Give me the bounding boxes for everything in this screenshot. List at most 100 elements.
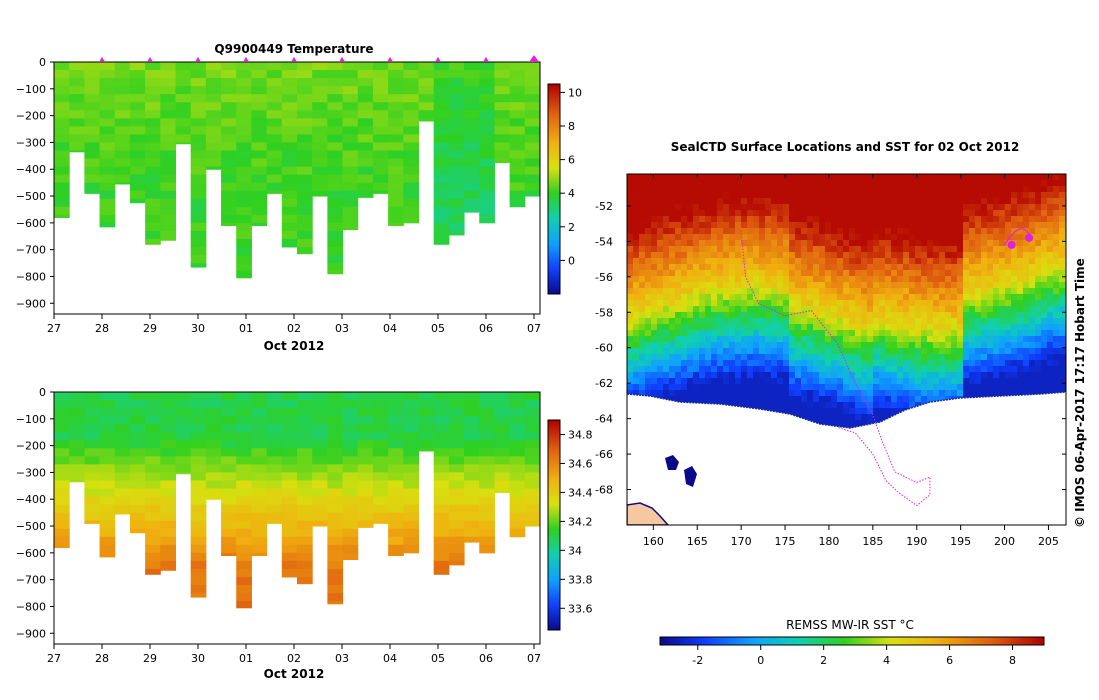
- sst-pixel: [675, 330, 682, 337]
- sst-pixel: [945, 204, 952, 211]
- section-cell: [251, 448, 268, 457]
- sst-pixel: [807, 306, 814, 313]
- sst-pixel: [861, 180, 868, 187]
- sst-pixel: [843, 336, 850, 343]
- sst-pixel: [843, 252, 850, 259]
- section-cell: [312, 520, 328, 527]
- section-cell: [357, 448, 374, 457]
- sst-pixel: [867, 234, 874, 241]
- section-cell: [99, 520, 116, 530]
- sst-pixel: [675, 360, 682, 367]
- sst-pixel: [651, 270, 658, 277]
- sst-pixel: [1059, 204, 1066, 211]
- sst-pixel: [765, 300, 772, 307]
- sst-pixel: [903, 276, 910, 283]
- sst-pixel: [957, 228, 964, 235]
- sst-pixel: [705, 234, 712, 241]
- sst-pixel: [969, 192, 976, 199]
- sst-pixel: [705, 198, 712, 205]
- sst-pixel: [897, 378, 904, 385]
- section-cell: [327, 504, 344, 514]
- sst-pixel: [741, 402, 748, 409]
- sst-pixel: [669, 258, 676, 265]
- section-cell: [297, 416, 313, 425]
- sst-pixel: [753, 240, 760, 247]
- sst-pixel: [921, 234, 928, 241]
- sst-pixel: [795, 204, 802, 211]
- sst-pixel: [657, 210, 664, 217]
- section-cell: [327, 448, 344, 457]
- sst-pixel: [1029, 366, 1036, 373]
- sst-pixel: [639, 198, 646, 205]
- section-cell: [372, 448, 389, 457]
- section-cell: [251, 488, 268, 498]
- sst-pixel: [897, 390, 904, 397]
- sst-pixel: [1011, 288, 1018, 295]
- sst-pixel: [795, 378, 802, 385]
- sst-pixel: [945, 390, 952, 397]
- sst-pixel: [741, 330, 748, 337]
- section-cell: [312, 392, 328, 401]
- sst-pixel: [735, 276, 742, 283]
- section-cell: [99, 552, 116, 558]
- sst-pixel: [867, 270, 874, 277]
- section-cell: [433, 102, 450, 111]
- sst-pixel: [1059, 258, 1066, 265]
- sst-pixel: [867, 348, 874, 355]
- section-cell: [175, 78, 192, 87]
- sst-pixel: [693, 252, 700, 259]
- sst-pixel: [753, 288, 760, 295]
- sst-pixel: [807, 324, 814, 331]
- sst-pixel: [885, 324, 892, 331]
- sst-pixel: [891, 252, 898, 259]
- section-cell: [221, 472, 237, 481]
- sst-pixel: [663, 192, 670, 199]
- sst-pixel: [675, 282, 682, 289]
- sst-pixel: [1035, 294, 1042, 301]
- sst-pixel: [759, 186, 766, 193]
- sst-pixel: [885, 264, 892, 271]
- section-cell: [372, 78, 389, 87]
- section-cell: [433, 552, 450, 562]
- sst-pixel: [675, 390, 682, 397]
- sst-pixel: [1017, 240, 1024, 247]
- sst-pixel: [1005, 180, 1012, 187]
- sst-pixel: [1041, 282, 1048, 289]
- sst-pixel: [861, 348, 868, 355]
- sst-pixel: [927, 360, 934, 367]
- sst-pixel: [933, 276, 940, 283]
- sst-pixel: [945, 384, 952, 391]
- sst-pixel: [765, 198, 772, 205]
- section-cell: [251, 94, 268, 103]
- section-cell: [297, 528, 313, 538]
- section-cell: [418, 118, 435, 122]
- section-cell: [388, 142, 404, 151]
- sst-pixel: [909, 204, 916, 211]
- sst-pixel: [699, 336, 706, 343]
- section-cell: [69, 78, 85, 87]
- sst-pixel: [1011, 372, 1018, 379]
- sst-pixel: [741, 270, 748, 277]
- section-cell: [388, 174, 404, 184]
- sst-pixel: [879, 270, 886, 277]
- sst-pixel: [807, 258, 814, 265]
- section-cell: [236, 198, 252, 208]
- y-tick-label: −900: [16, 627, 46, 640]
- sst-pixel: [903, 312, 910, 319]
- section-cell: [114, 488, 131, 498]
- sst-pixel: [957, 234, 964, 241]
- section-cell: [372, 432, 389, 441]
- sst-pixel: [1017, 222, 1024, 229]
- sst-pixel: [903, 372, 910, 379]
- sst-pixel: [951, 348, 958, 355]
- sst-pixel: [987, 180, 994, 187]
- sst-pixel: [939, 348, 946, 355]
- sst-pixel: [825, 288, 832, 295]
- sst-pixel: [651, 180, 658, 187]
- section-cell: [418, 448, 435, 452]
- sst-pixel: [777, 318, 784, 325]
- sst-pixel: [957, 318, 964, 325]
- sst-pixel: [921, 216, 928, 223]
- sst-pixel: [747, 378, 754, 385]
- sst-pixel: [723, 348, 730, 355]
